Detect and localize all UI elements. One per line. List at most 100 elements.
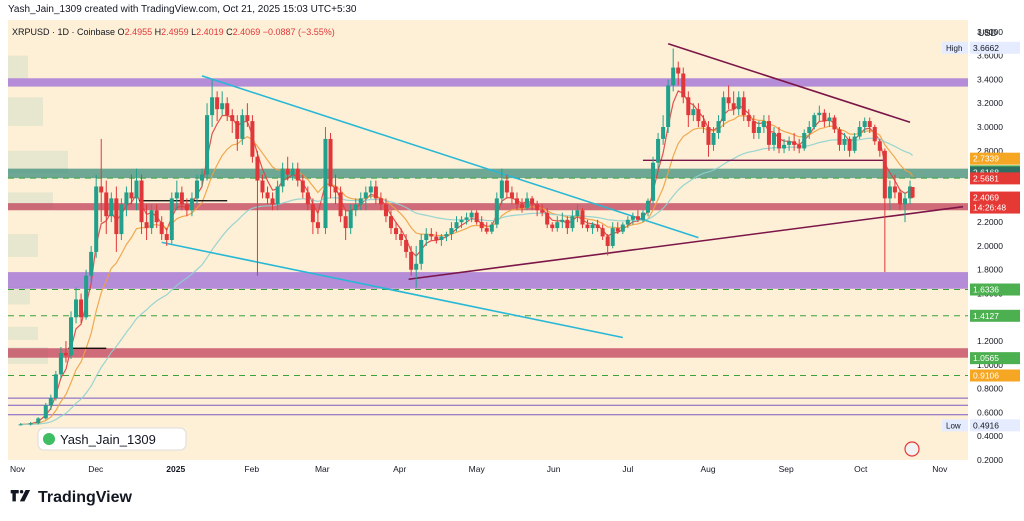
- candle-body: [837, 129, 842, 145]
- candle-body: [777, 132, 782, 149]
- candle-body: [189, 198, 194, 211]
- x-tick-label: 2025: [166, 464, 185, 474]
- candle-body: [711, 132, 716, 145]
- volume-profile-bar: [8, 326, 38, 341]
- y-tick-label: 1.0000: [977, 360, 1003, 370]
- candle-body: [230, 115, 235, 122]
- candle-body: [419, 240, 424, 264]
- candle-body: [68, 317, 74, 356]
- tradingview-logo-icon: [10, 490, 31, 502]
- candle-body: [129, 192, 134, 199]
- zone-teal-zone: [8, 168, 968, 179]
- candle-body: [530, 198, 535, 205]
- volume-profile-bar: [8, 55, 28, 79]
- candle-body: [701, 121, 706, 128]
- candle-body: [600, 228, 605, 237]
- candle-body: [847, 138, 852, 151]
- candle-body: [333, 186, 338, 193]
- candle-body: [902, 198, 908, 205]
- candle-body: [474, 212, 479, 223]
- y-tick-label: 1.8000: [977, 265, 1003, 275]
- candle-body: [535, 204, 540, 211]
- top-credit-bar: Yash_Jain_1309 created with TradingView.…: [0, 0, 1024, 20]
- legend-part: 2.4955: [125, 27, 155, 37]
- price-chart[interactable]: USD3.80003.60003.40003.20003.00002.80002…: [0, 0, 1024, 485]
- candle-body: [210, 97, 215, 116]
- candle-body: [464, 217, 469, 220]
- candle-body: [625, 219, 630, 225]
- legend-part: L: [191, 27, 196, 37]
- legend-part: H: [155, 27, 162, 37]
- candle-body: [18, 424, 23, 426]
- candle-body: [368, 186, 373, 193]
- x-tick-label: Apr: [393, 464, 406, 474]
- candle-body: [499, 180, 504, 199]
- candle-body: [109, 198, 114, 217]
- candle-body: [857, 127, 862, 137]
- legend-part: XRPUSD · 1D · Coinbase: [12, 27, 118, 37]
- y-tick-label: 3.0000: [977, 122, 1003, 132]
- candle-body: [910, 187, 915, 198]
- candle-body: [822, 112, 827, 122]
- candle-body: [605, 236, 610, 246]
- candle-body: [444, 234, 449, 237]
- candle-body: [681, 73, 686, 98]
- candle-body: [149, 210, 154, 229]
- y-tick-label: 2.2000: [977, 217, 1003, 227]
- price-label-box: [970, 41, 1020, 54]
- candle-body: [580, 210, 585, 225]
- candle-body: [28, 423, 33, 425]
- candle-body: [53, 374, 58, 399]
- tradingview-brand[interactable]: TradingView: [8, 489, 132, 507]
- zone-red-lower-zone: [8, 348, 968, 358]
- price-label-value: 0.4916: [973, 420, 999, 430]
- ohlc-legend: XRPUSD · 1D · Coinbase O2.4955 H2.4959 L…: [12, 27, 335, 37]
- candle-body: [383, 204, 388, 217]
- price-label-box: [970, 152, 1020, 165]
- candle-body: [48, 398, 53, 406]
- candle-body: [469, 212, 474, 218]
- x-tick-label: Feb: [244, 464, 259, 474]
- candle-body: [89, 251, 94, 276]
- candle-body: [194, 180, 199, 199]
- zone-red-zone: [8, 203, 968, 211]
- price-tag-box: [942, 41, 968, 54]
- price-label-box: [970, 369, 1020, 382]
- candle-body: [99, 186, 104, 193]
- candle-body: [610, 228, 615, 246]
- candle-body: [489, 224, 494, 232]
- x-tick-label: Aug: [700, 464, 715, 474]
- x-tick-label: Sep: [779, 464, 794, 474]
- candle-body: [439, 236, 444, 240]
- candle-body: [353, 204, 358, 211]
- price-axis: [968, 20, 1024, 485]
- y-tick-label: 1.2000: [977, 336, 1003, 346]
- legend-part: 2.4019: [196, 27, 226, 37]
- candle-body: [640, 212, 645, 220]
- candle-body: [635, 216, 640, 220]
- cyan-upper-trendline: [201, 75, 699, 239]
- candle-body: [842, 138, 847, 145]
- candle-body: [570, 216, 575, 229]
- candle-body: [741, 97, 746, 116]
- y-tick-label: 2.0000: [977, 241, 1003, 251]
- candle-body: [671, 67, 676, 86]
- price-label-box: [970, 309, 1020, 322]
- candle-body: [797, 144, 802, 149]
- currency-label: USD: [978, 28, 998, 38]
- candle-body: [882, 150, 887, 199]
- candle-body: [255, 156, 260, 181]
- candle-body: [338, 192, 343, 217]
- candle-body: [792, 141, 797, 145]
- candle-body: [666, 85, 671, 128]
- price-tag-box: [942, 419, 968, 432]
- candle-body: [275, 186, 280, 205]
- heart-icon: [43, 433, 55, 445]
- candle-body: [220, 103, 225, 110]
- candle-body: [179, 192, 184, 205]
- y-tick-label: 3.4000: [977, 74, 1003, 84]
- candle-body: [686, 97, 691, 116]
- candle-body: [751, 121, 756, 133]
- candle-body: [310, 204, 315, 223]
- price-label-value: 3.6662: [973, 43, 999, 53]
